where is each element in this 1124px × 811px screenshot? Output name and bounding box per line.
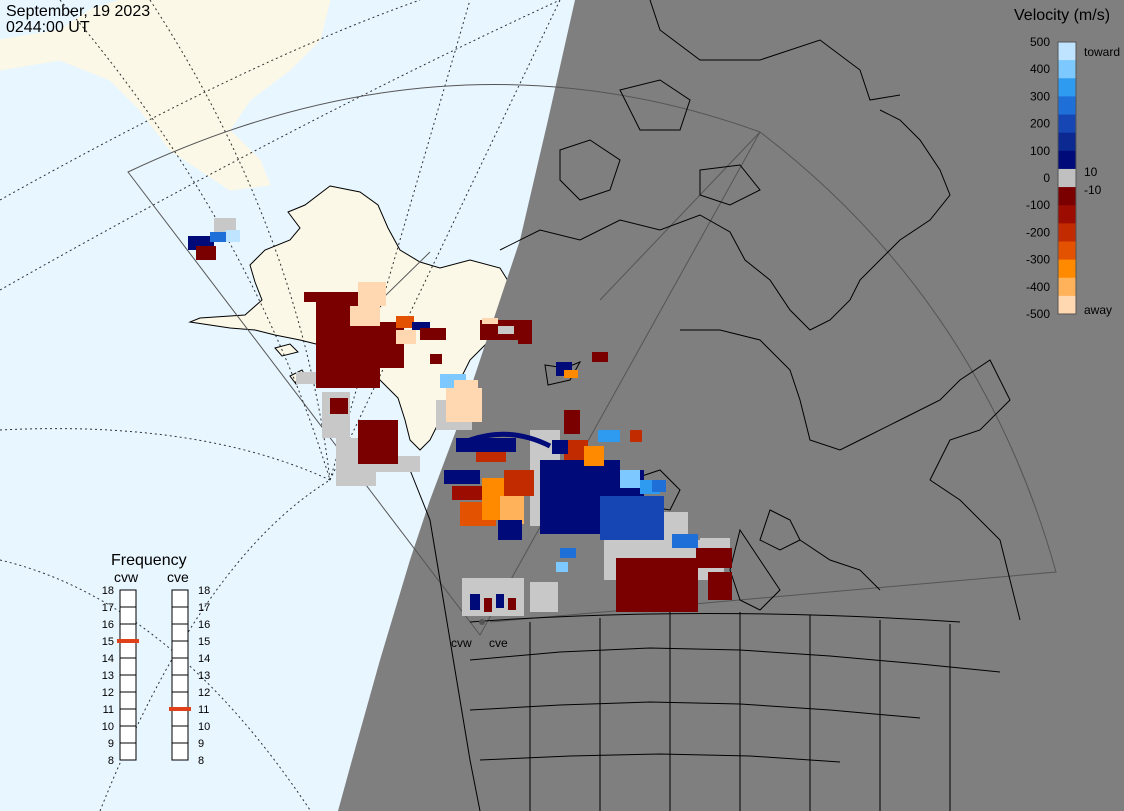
frequency-tick-label: 15	[198, 636, 210, 648]
frequency-tick-label: 12	[102, 687, 114, 699]
colorbar-cell	[1058, 114, 1076, 134]
frequency-tick-label: 15	[102, 636, 114, 648]
frequency-tick-label: 8	[198, 755, 204, 767]
colorbar-cell	[1058, 205, 1076, 224]
colorbar-tick-label: 300	[1030, 89, 1050, 103]
colorbar-cell	[1058, 42, 1076, 61]
colorbar-tick-label: 200	[1030, 117, 1050, 131]
frequency-marker-cve	[169, 707, 191, 711]
colorbar-cell	[1058, 259, 1076, 279]
frequency-tick-label: 16	[198, 619, 210, 631]
frequency-title: Frequency	[111, 552, 187, 569]
siberia-land	[0, 0, 331, 191]
frequency-gauges: 18 17 16 15 14 13 12 11 10 9 8 18 17 16 15 14 13 12 11 10 9 8	[102, 585, 211, 767]
colorbar-cell	[1058, 241, 1076, 261]
colorbar-cell	[1058, 295, 1076, 315]
frequency-tick-label: 8	[108, 755, 114, 767]
station-label-cve: cve	[489, 636, 508, 650]
plot-time: 0244:00 UT	[6, 19, 90, 36]
colorbar-cell	[1058, 60, 1076, 79]
frequency-label-cve: cve	[167, 569, 189, 585]
colorbar-cell	[1058, 187, 1076, 206]
frequency-tick-label: 16	[102, 619, 114, 631]
colorbar-frame	[1057, 41, 1077, 315]
frequency-tick-label: 13	[198, 670, 210, 682]
colorbar-ticks: 500 400 300 200 100 0 -100 -200 -300 -400 -500	[1026, 35, 1050, 321]
colorbar-near-zero-pos: 10	[1084, 165, 1098, 179]
frequency-tick-label: 10	[102, 721, 114, 733]
frequency-tick-label: 18	[102, 585, 114, 597]
frequency-tick-label: 10	[198, 721, 210, 733]
station-label-cvw: cvw	[451, 636, 472, 650]
velocity-data	[188, 230, 732, 612]
colorbar-tick-label: -200	[1026, 225, 1050, 239]
colorbar-cell	[1058, 78, 1076, 97]
colorbar-title: Velocity (m/s)	[1014, 7, 1110, 24]
frequency-tick-label: 17	[198, 602, 210, 614]
colorbar-tick-label: 100	[1030, 144, 1050, 158]
colorbar-cell	[1058, 168, 1076, 188]
frequency-marker-cvw	[117, 639, 139, 643]
colorbar-tick-label: -400	[1026, 280, 1050, 294]
colorbar-tick-label: 400	[1030, 62, 1050, 76]
frequency-tick-label: 11	[103, 704, 114, 716]
frequency-tick-label: 9	[198, 738, 204, 750]
frequency-tick-label: 12	[198, 687, 210, 699]
radar-site-marker	[479, 619, 485, 625]
colorbar	[1057, 41, 1077, 315]
colorbar-cell	[1058, 132, 1076, 152]
frequency-tick-label: 18	[198, 585, 210, 597]
colorbar-tick-label: 500	[1030, 35, 1050, 49]
frequency-tick-label: 9	[108, 738, 114, 750]
colorbar-tick-label: -100	[1026, 198, 1050, 212]
frequency-tick-label: 14	[102, 653, 114, 665]
political-borders	[469, 612, 1001, 811]
colorbar-away-label: away	[1084, 303, 1112, 317]
coastlines	[409, 0, 1021, 811]
plot-date: September, 19 2023	[6, 3, 150, 20]
colorbar-tick-label: -300	[1026, 253, 1050, 267]
colorbar-cell	[1058, 277, 1076, 297]
colorbar-tick-label: 0	[1043, 171, 1050, 185]
colorbar-cell	[1058, 223, 1076, 242]
frequency-label-cvw: cvw	[114, 569, 139, 585]
colorbar-near-zero-neg: -10	[1084, 183, 1102, 197]
frequency-tick-label: 14	[198, 653, 210, 665]
colorbar-toward-label: toward	[1084, 45, 1120, 59]
frequency-tick-label: 17	[102, 602, 114, 614]
frequency-tick-label: 13	[102, 670, 114, 682]
colorbar-cell	[1058, 96, 1076, 116]
colorbar-cell	[1058, 150, 1076, 170]
frequency-tick-label: 11	[198, 704, 209, 716]
colorbar-tick-label: -500	[1026, 307, 1050, 321]
